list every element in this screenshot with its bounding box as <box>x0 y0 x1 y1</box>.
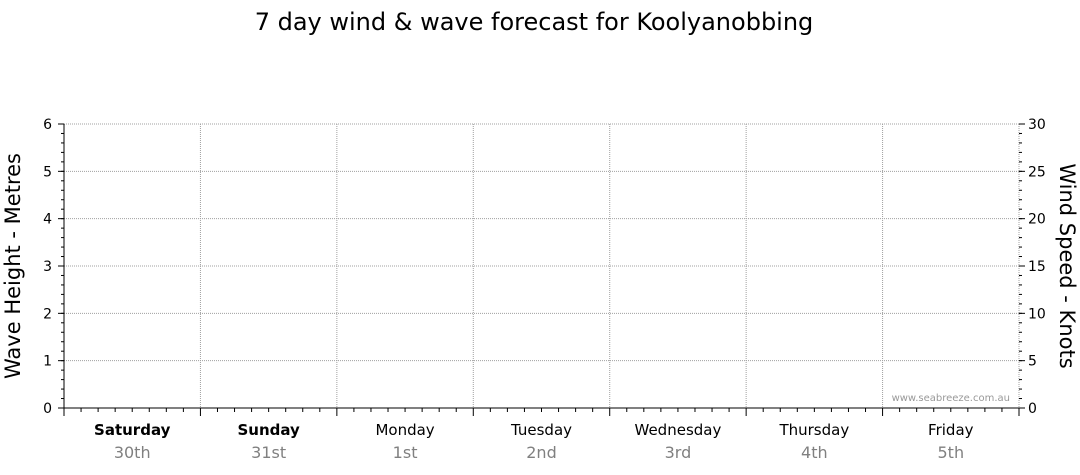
right-tick-label: 30 <box>1028 117 1046 133</box>
day-name-label: Friday <box>928 421 974 439</box>
right-tick-label: 15 <box>1028 259 1046 275</box>
grid-lines <box>64 123 1020 408</box>
y-axis-right-ticks: 0 5 10 15 20 25 30 <box>1019 117 1046 417</box>
y-axis-left-ticks: 0 1 2 3 4 5 6 <box>43 117 64 417</box>
day-date-label: 30th <box>114 443 151 462</box>
watermark: www.seabreeze.com.au <box>892 393 1010 404</box>
day-name-label: Monday <box>375 421 434 439</box>
right-tick-label: 5 <box>1028 354 1037 370</box>
day-date-label: 1st <box>393 443 418 462</box>
chart-title: 7 day wind & wave forecast for Koolyanob… <box>255 8 814 36</box>
day-date-label: 3rd <box>665 443 692 462</box>
day-date-label: 31st <box>251 443 286 462</box>
left-tick-label: 0 <box>43 401 52 417</box>
day-name-label: Sunday <box>237 421 300 439</box>
axes <box>63 124 1019 409</box>
day-date-label: 2nd <box>526 443 556 462</box>
right-tick-label: 0 <box>1028 401 1037 417</box>
day-name-label: Thursday <box>778 421 849 439</box>
x-axis-day-labels: Saturday 30th Sunday 31st Monday 1st Tuesday 2n… <box>63 408 1020 462</box>
right-tick-label: 25 <box>1028 164 1046 180</box>
day-date-label: 4th <box>801 443 828 462</box>
y-axis-right-label: Wind Speed - Knots <box>1055 163 1079 368</box>
day-date-label: 5th <box>937 443 964 462</box>
left-tick-label: 3 <box>43 259 52 275</box>
day-name-label: Wednesday <box>635 421 722 439</box>
day-name-label: Saturday <box>94 421 171 439</box>
day-name-label: Tuesday <box>510 421 572 439</box>
left-tick-label: 4 <box>43 212 52 228</box>
right-tick-label: 20 <box>1028 212 1046 228</box>
y-axis-left-label: Wave Height - Metres <box>1 153 25 379</box>
right-tick-label: 10 <box>1028 306 1046 322</box>
left-tick-label: 1 <box>43 354 52 370</box>
left-tick-label: 2 <box>43 306 52 322</box>
left-tick-label: 6 <box>43 117 52 133</box>
left-tick-label: 5 <box>43 164 52 180</box>
